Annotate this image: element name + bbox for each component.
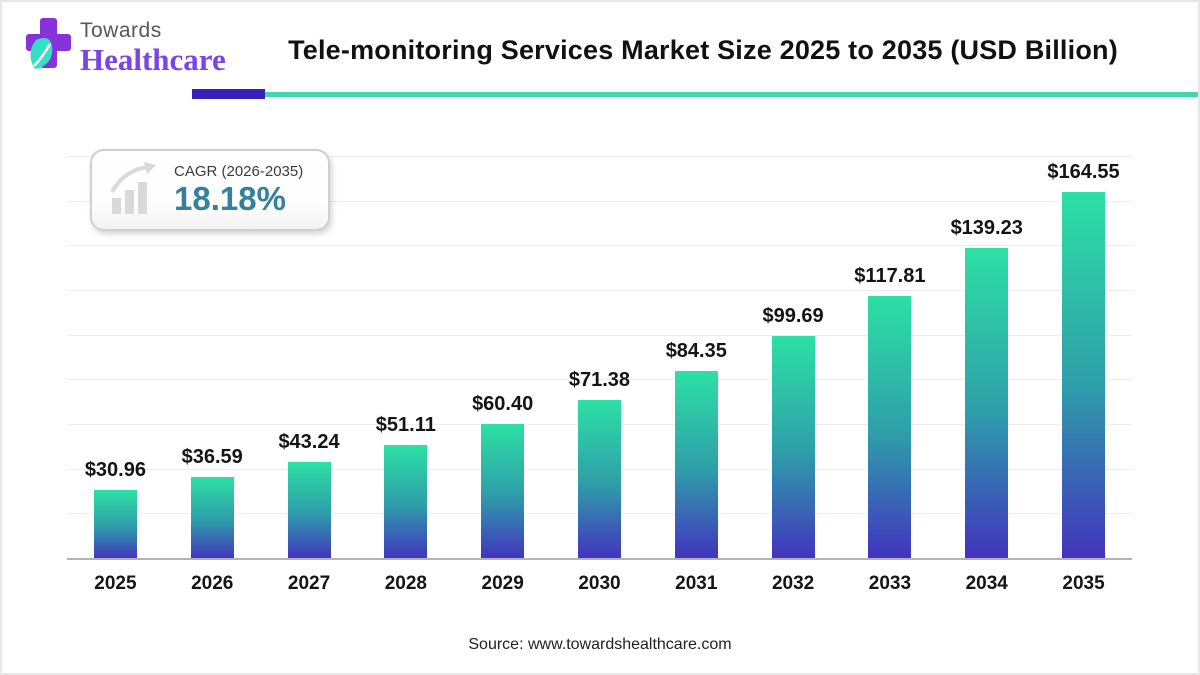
- bar-group: $51.11: [357, 157, 454, 559]
- bar-group: $36.59: [164, 157, 261, 559]
- gridline: [67, 200, 1132, 202]
- bar: [868, 295, 912, 559]
- x-axis-label: 2028: [384, 573, 427, 594]
- bars-row: $30.96 $36.59 $43.24 $51.11 $60.40 $71.38 $84.…: [67, 157, 1132, 559]
- x-axis-label: 2027: [287, 573, 331, 594]
- bar-group: $71.38: [551, 157, 648, 559]
- bar-group: $30.96: [67, 157, 164, 559]
- x-axis-label: 2025: [94, 573, 137, 594]
- bar-value-label: $51.11: [375, 413, 436, 436]
- logo-healthcare-text: Healthcare: [80, 42, 226, 77]
- bar-chart-plot: $30.96 $36.59 $43.24 $51.11 $60.40 $71.38 $84.…: [67, 156, 1132, 559]
- bar: [674, 370, 718, 559]
- x-axis-label: 2035: [1062, 573, 1105, 594]
- bar-group: $164.55: [1035, 157, 1132, 559]
- bar-group: $60.40: [454, 157, 551, 559]
- title-underline-accent: [192, 89, 265, 99]
- cagr-value: 18.18%: [174, 179, 286, 217]
- gridline: [67, 156, 1132, 157]
- bar: [190, 477, 234, 559]
- bar-value-label: $60.40: [472, 393, 534, 416]
- bar: [384, 444, 428, 559]
- bar-group: $99.69: [745, 157, 842, 559]
- x-axis-labels: 2025 2026 2027 2028 2029 2030 2031 2032 2033 2034…: [67, 573, 1132, 595]
- bar-value-label: $99.69: [762, 305, 824, 328]
- cagr-label: CAGR (2026-2035): [174, 162, 304, 180]
- logo: Towards Healthcare: [24, 16, 226, 79]
- x-axis-label: 2032: [771, 573, 815, 594]
- bar-group: $117.81: [842, 157, 939, 559]
- bar-value-label: $164.55: [1047, 160, 1120, 183]
- bar-value-label: $84.35: [665, 339, 727, 362]
- x-axis-line: [67, 558, 1132, 560]
- x-axis-label: 2033: [868, 573, 912, 594]
- bar-value-label: $36.59: [181, 446, 243, 469]
- bar-group: $84.35: [648, 157, 745, 559]
- gridline: [67, 245, 1132, 247]
- bar-value-label: $43.24: [278, 431, 340, 454]
- x-axis-label: 2030: [578, 573, 621, 594]
- bar: [965, 248, 1009, 559]
- gridline: [67, 290, 1132, 292]
- bar-value-label: $117.81: [854, 264, 926, 287]
- bar: [287, 462, 331, 559]
- logo-icon: [24, 16, 72, 79]
- title-underline-line: [265, 92, 1198, 97]
- x-axis-label: 2026: [191, 573, 234, 594]
- cagr-badge: CAGR (2026-2035) 18.18%: [90, 149, 330, 231]
- x-axis-label: 2034: [965, 573, 1008, 594]
- source-text: Source: www.towardshealthcare.com: [468, 636, 732, 653]
- gridline: [67, 334, 1132, 336]
- bar-value-label: $30.96: [84, 458, 146, 481]
- gridline: [67, 379, 1132, 381]
- bar: [771, 336, 815, 559]
- bar-value-label: $139.23: [950, 217, 1023, 240]
- bar: [1062, 191, 1106, 559]
- bar: [481, 424, 525, 559]
- page-title: Tele-monitoring Services Market Size 202…: [288, 35, 1118, 65]
- bar-group: $43.24: [261, 157, 358, 559]
- growth-chart-icon: [106, 160, 164, 221]
- logo-towards-text: Towards: [80, 19, 162, 42]
- bar: [93, 489, 137, 559]
- x-axis-label: 2029: [481, 573, 524, 594]
- bar-group: $139.23: [938, 157, 1035, 559]
- x-axis-label: 2031: [675, 573, 718, 594]
- bar-value-label: $71.38: [568, 368, 631, 391]
- bar: [577, 399, 621, 559]
